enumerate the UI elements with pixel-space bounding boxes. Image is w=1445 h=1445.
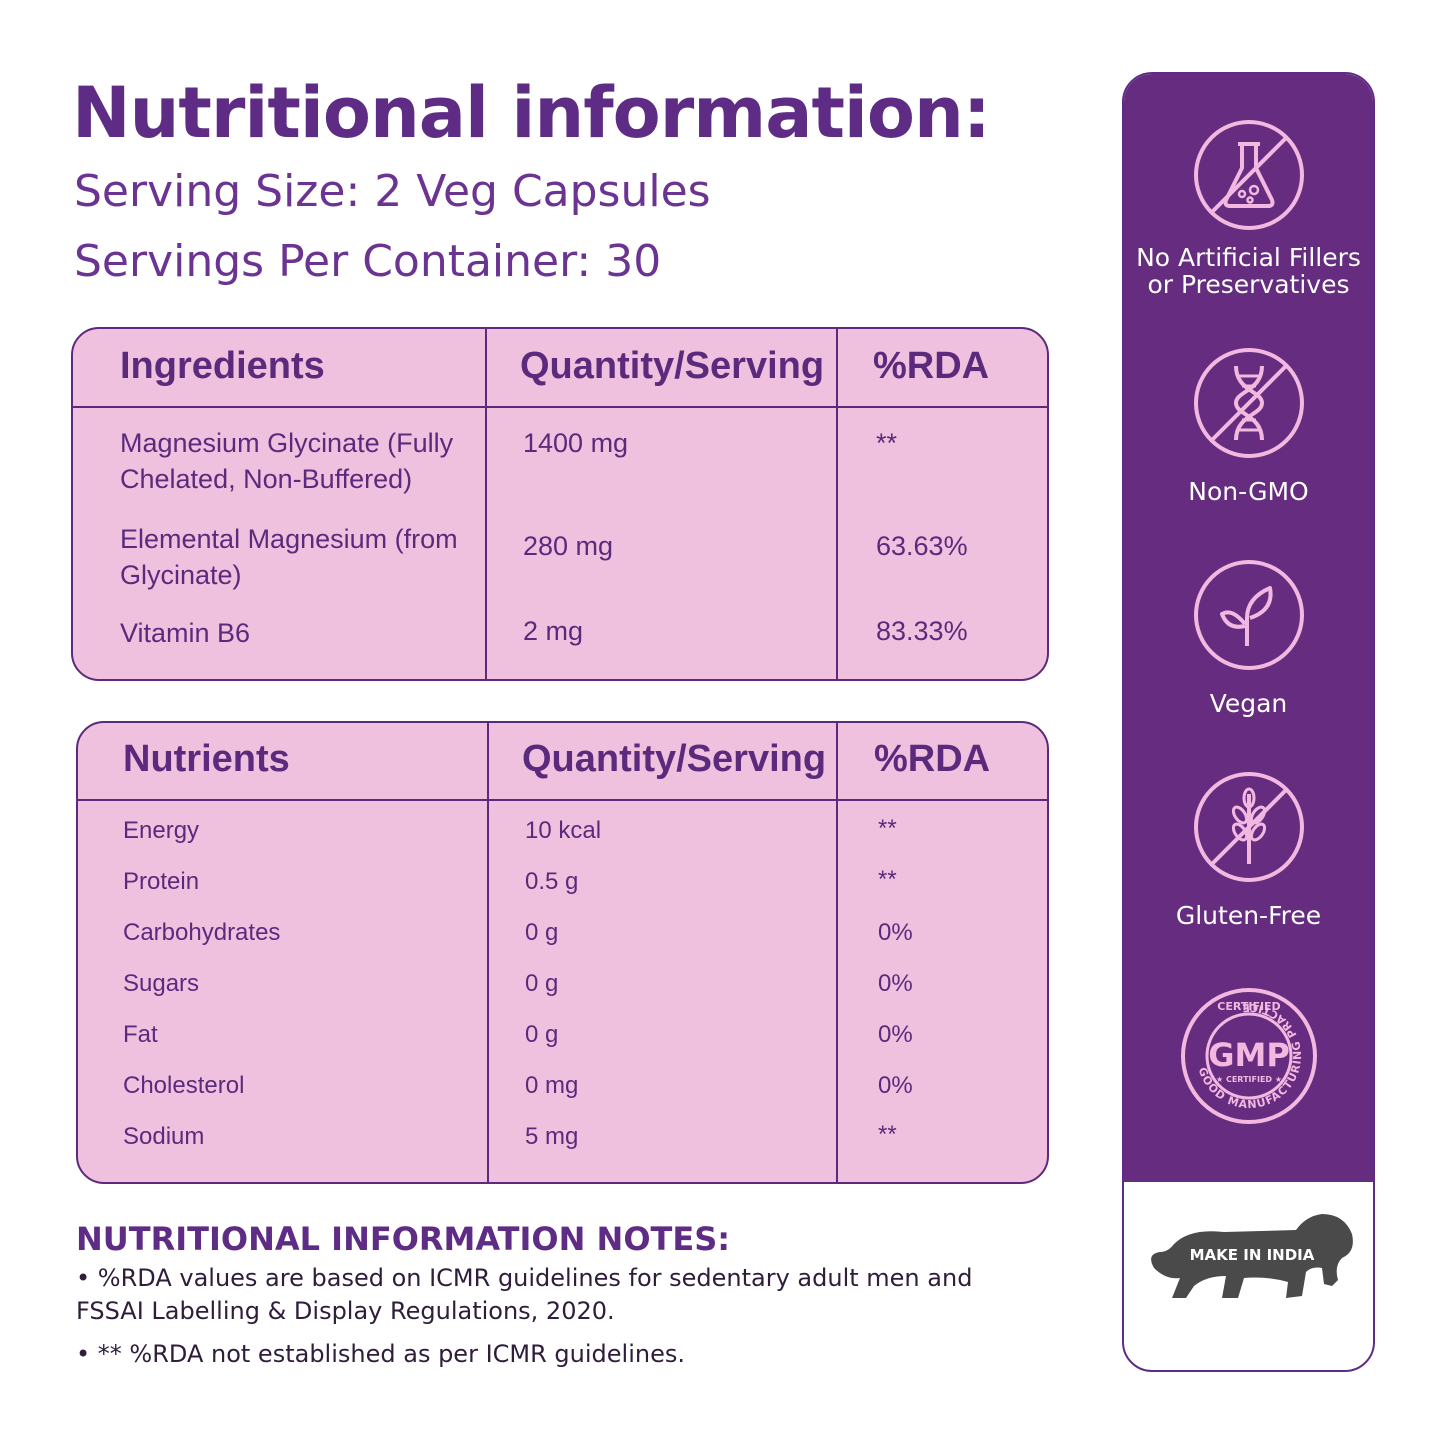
serving-size: Serving Size: 2 Veg Capsules — [74, 166, 711, 217]
ingredient-rda: 83.33% — [876, 616, 968, 646]
badge-label: Vegan — [1209, 689, 1288, 718]
ingredient-quantity: 2 mg — [523, 616, 584, 646]
nutrient-rda: ** — [878, 815, 897, 842]
badge-label: Non-GMO — [1188, 477, 1309, 506]
ingredient-name-cont: Glycinate) — [120, 560, 242, 590]
notes-title: NUTRITIONAL INFORMATION NOTES: — [76, 1220, 731, 1258]
nutrient-quantity: 5 mg — [525, 1123, 579, 1150]
page-title: Nutritional information: — [72, 72, 991, 154]
nutrient-rda: 0% — [878, 1021, 913, 1048]
header-quantity: Quantity/Serving — [522, 738, 827, 780]
ingredient-rda: 63.63% — [876, 531, 968, 561]
ingredient-rda: ** — [876, 428, 898, 458]
header-rda: %RDA — [874, 738, 991, 780]
header-ingredients: Ingredients — [120, 345, 325, 387]
badge-non-gmo: Non-GMO — [1124, 346, 1373, 505]
nutrient-rda: ** — [878, 1121, 897, 1148]
badge-no-fillers: No Artificial Fillers or Preservatives — [1124, 118, 1373, 298]
nutrient-quantity: 0 mg — [525, 1072, 579, 1099]
gmp-certified-top: CERTIFIED — [1217, 1000, 1280, 1013]
badge-label: or Preservatives — [1147, 270, 1350, 299]
lion-icon: MAKE IN INDIA — [1151, 1214, 1353, 1298]
nutrient-name: Protein — [123, 868, 200, 895]
nutrient-rda: 0% — [878, 970, 913, 997]
badge-vegan: Vegan — [1124, 558, 1373, 717]
make-in-india-text: MAKE IN INDIA — [1190, 1246, 1315, 1264]
nutrient-name: Sugars — [123, 970, 200, 997]
nutrient-rda: ** — [878, 866, 897, 893]
header-divider — [78, 799, 1047, 801]
column-divider — [485, 329, 487, 679]
nutrient-quantity: 0 g — [525, 919, 559, 946]
header-nutrients: Nutrients — [123, 738, 290, 780]
ingredient-quantity: 280 mg — [523, 531, 614, 561]
nutrients-table: Nutrients Quantity/Serving %RDA Energy 1… — [76, 721, 1049, 1184]
sprout-icon — [1193, 560, 1304, 670]
nutrient-quantity: 10 kcal — [525, 817, 602, 844]
nutrient-name: Fat — [123, 1021, 158, 1048]
nutrient-name: Energy — [123, 817, 200, 844]
gmp-certified-small: ★ CERTIFIED ★ — [1215, 1075, 1281, 1084]
column-divider — [836, 329, 838, 679]
servings-per-container: Servings Per Container: 30 — [74, 236, 662, 287]
nutrient-quantity: 0.5 g — [525, 868, 579, 895]
nutrient-name: Cholesterol — [123, 1072, 245, 1099]
make-in-india-logo: MAKE IN INDIA — [1146, 1206, 1356, 1310]
nutrient-quantity: 0 g — [525, 970, 559, 997]
nutrient-rda: 0% — [878, 919, 913, 946]
header-quantity: Quantity/Serving — [520, 345, 825, 387]
note-rda-not-established: • ** %RDA not established as per ICMR gu… — [76, 1340, 685, 1368]
badge-gluten-free: Gluten-Free — [1124, 770, 1373, 929]
column-divider — [836, 723, 838, 1182]
note-rda-basis: • %RDA values are based on ICMR guidelin… — [76, 1264, 973, 1325]
ingredient-quantity: 1400 mg — [523, 428, 629, 458]
nutrient-rda: 0% — [878, 1072, 913, 1099]
ingredient-name: Vitamin B6 — [120, 618, 251, 648]
column-divider — [487, 723, 489, 1182]
nutrient-name: Carbohydrates — [123, 919, 281, 946]
badge-label: No Artificial Fillers — [1136, 243, 1361, 272]
certification-panel: No Artificial Fillers or Preservatives N… — [1122, 72, 1375, 1372]
ingredient-name: Magnesium Glycinate (Fully — [120, 428, 454, 458]
gmp-certified-seal: GOOD MANUFACTURING PRACTICE CERTIFIED GM… — [1124, 986, 1373, 1126]
header-divider — [73, 406, 1047, 408]
header-rda: %RDA — [873, 345, 990, 387]
flask-no-icon — [1193, 120, 1304, 230]
gmp-main-text: GMP — [1208, 1036, 1290, 1074]
gmp-seal-icon: GOOD MANUFACTURING PRACTICE CERTIFIED GM… — [1180, 988, 1317, 1124]
wheat-no-icon — [1193, 772, 1304, 882]
ingredient-name: Elemental Magnesium (from — [120, 524, 458, 554]
dna-no-icon — [1193, 348, 1304, 458]
ingredients-table: Ingredients Quantity/Serving %RDA Magnes… — [71, 327, 1049, 681]
badge-label: Gluten-Free — [1175, 901, 1322, 930]
ingredient-name-cont: Chelated, Non-Buffered) — [120, 464, 413, 494]
nutrient-quantity: 0 g — [525, 1021, 559, 1048]
nutrient-name: Sodium — [123, 1123, 205, 1150]
